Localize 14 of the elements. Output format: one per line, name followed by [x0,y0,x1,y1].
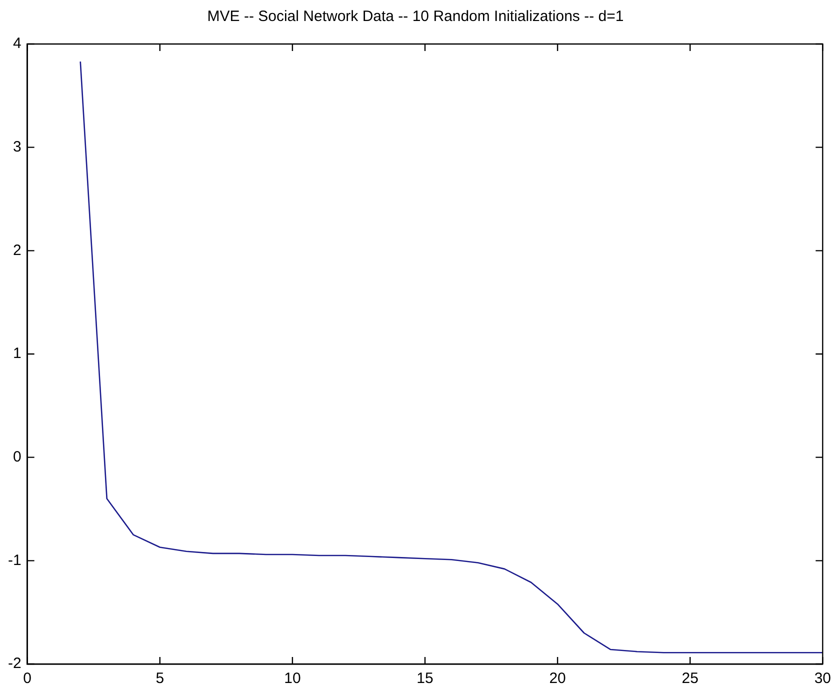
y-tick-label: -1 [8,552,22,569]
y-tick-label: 1 [12,345,22,362]
x-tick-label: 10 [284,670,301,688]
y-tick-label: 4 [12,35,22,52]
chart-title: MVE -- Social Network Data -- 10 Random Initializations -- d=1 [207,8,624,26]
x-tick-label: 20 [549,670,566,688]
y-tick-label: -2 [8,655,22,672]
y-tick-label: 3 [12,138,22,156]
y-tick-label: 2 [12,242,22,259]
x-tick-label: 15 [416,670,434,688]
x-tick-label: 30 [814,670,831,688]
x-tick-label: 25 [682,670,698,688]
y-tick-label: 0 [12,448,22,466]
x-tick-label: 5 [156,670,164,688]
